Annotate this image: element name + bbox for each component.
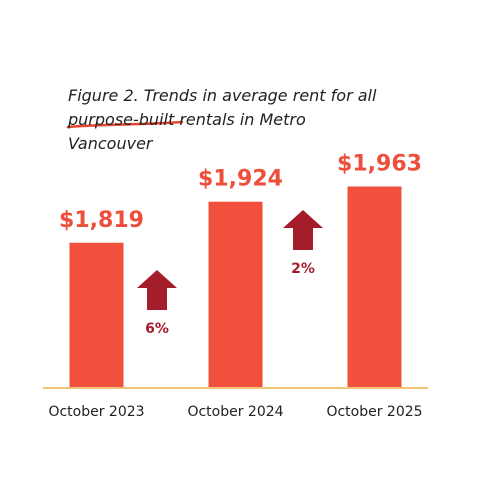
change-arrow [137,270,177,310]
title-underline [66,120,184,129]
bar [347,186,402,387]
value-label: $1,819 [59,208,144,233]
change-arrow [283,210,323,250]
value-label: $1,924 [198,167,283,192]
bar [208,201,263,387]
change-label: 6% [145,321,169,337]
change-label: 2% [291,261,315,277]
chart-title: Figure 2. Trends in average rent for all… [68,86,377,153]
x-tick-label: October 2024 [187,404,283,420]
value-label: $1,963 [337,151,422,176]
bar [69,242,124,387]
x-tick-label: October 2025 [326,404,422,420]
x-tick-label: October 2023 [48,404,144,420]
